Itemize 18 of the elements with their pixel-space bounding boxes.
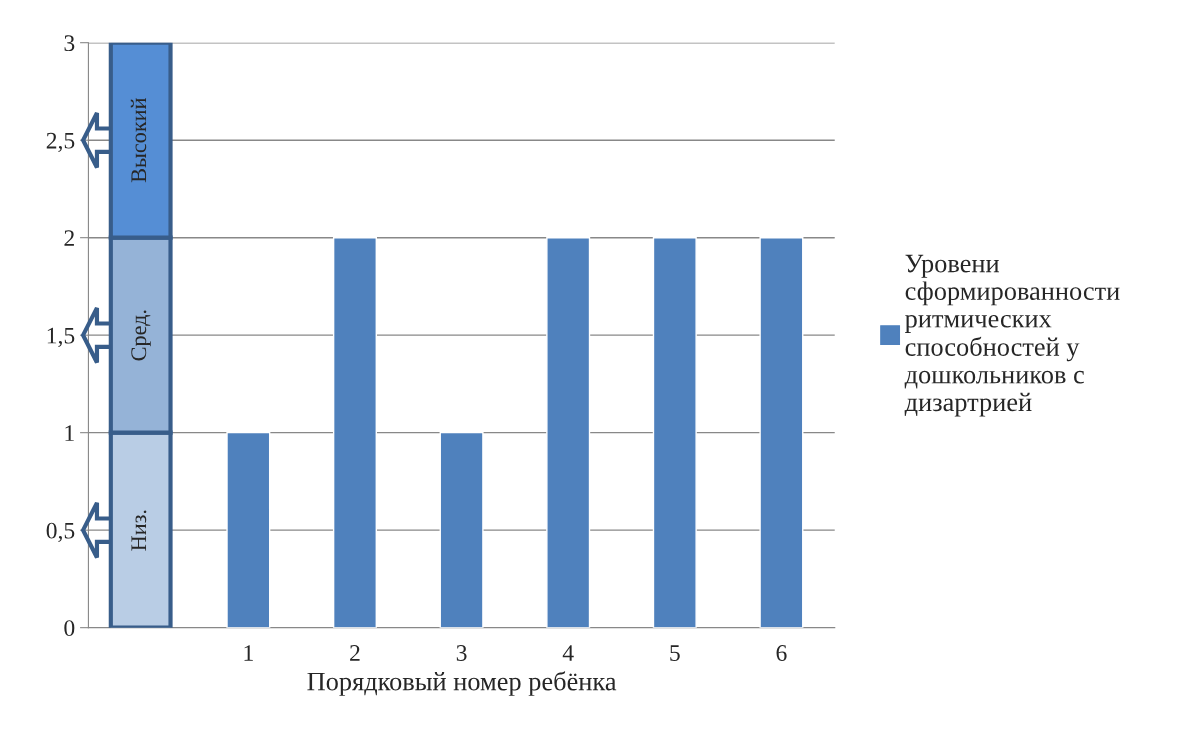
x-axis-title: Порядковый номер ребёнка [307, 671, 617, 696]
legend-label: Уровени сформированности ритмических способностей у дошкольников с дизартрией [904, 254, 1120, 417]
band-label: Низ. [131, 510, 147, 551]
y-tick-label: 0 [64, 620, 75, 637]
y-tick-label: 2 [64, 230, 74, 246]
x-tick-label: 2 [350, 645, 360, 661]
x-tick-label: 6 [776, 645, 787, 661]
y-tick-label: 1 [65, 425, 74, 441]
x-tick-label: 1 [244, 645, 253, 661]
y-tick-label: 0,5 [46, 522, 75, 542]
y-tick-label: 3 [64, 35, 75, 52]
y-tick-label: 2,5 [46, 132, 75, 153]
x-tick-label: 3 [456, 645, 467, 661]
x-tick-label: 5 [670, 645, 680, 661]
band-label: Высокий [130, 98, 147, 183]
y-tick-label: 1,5 [47, 327, 75, 347]
x-tick-label: 4 [562, 645, 574, 661]
band-label: Сред. [131, 310, 151, 361]
